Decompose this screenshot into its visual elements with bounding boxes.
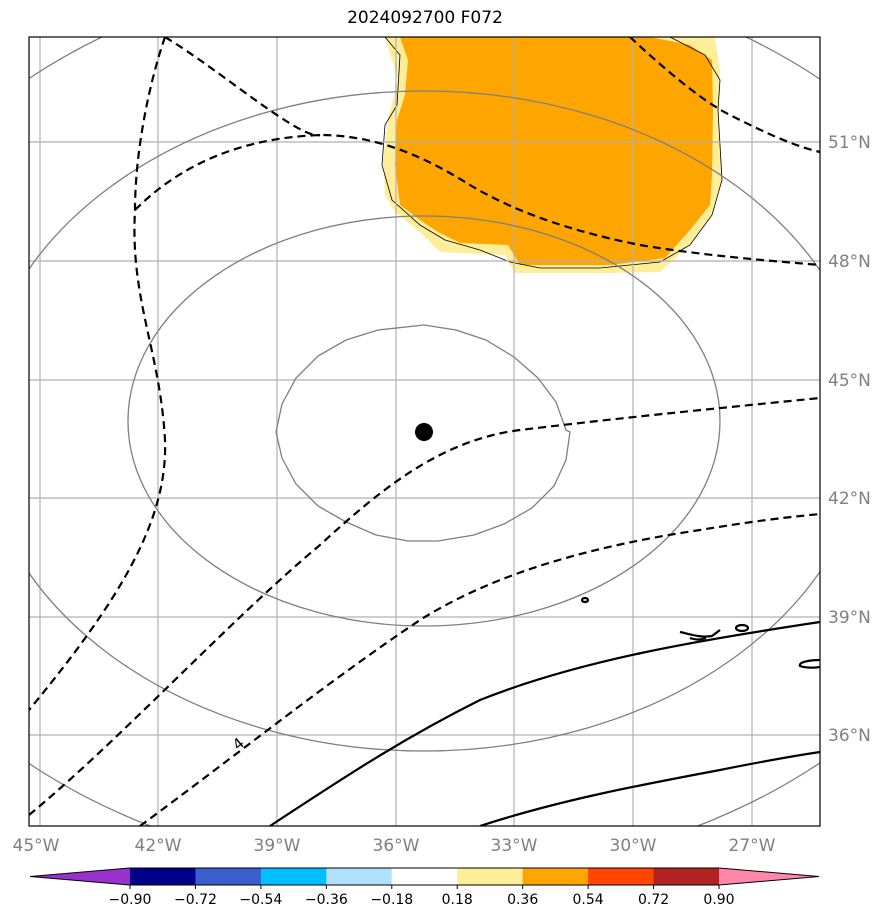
colorbar-tick-label: −0.54 bbox=[239, 892, 282, 908]
colorbar-tick-label: 0.90 bbox=[703, 892, 734, 908]
lat-label-48n: 48°N bbox=[828, 252, 871, 272]
lat-label-39n: 39°N bbox=[828, 608, 871, 628]
lon-label-42w: 42°W bbox=[135, 836, 182, 856]
colorbar-tick-label: 0.54 bbox=[573, 892, 604, 908]
solid-contours bbox=[269, 596, 820, 826]
colorbar-tick-label: −0.18 bbox=[370, 892, 413, 908]
colorbar-swatch bbox=[326, 868, 393, 885]
lon-label-33w: 33°W bbox=[491, 836, 538, 856]
lat-label-42n: 42°N bbox=[828, 489, 871, 509]
map-title: 2024092700 F072 bbox=[347, 8, 503, 28]
colorbar-swatch bbox=[130, 868, 196, 885]
colorbar-tick-label: 0.18 bbox=[442, 892, 473, 908]
colorbar-extend-low bbox=[30, 868, 130, 885]
lon-label-30w: 30°W bbox=[610, 836, 657, 856]
colorbar-swatch bbox=[588, 868, 655, 885]
lat-tick-labels: 51°N 48°N 45°N 42°N 39°N 36°N bbox=[828, 133, 871, 746]
lat-label-51n: 51°N bbox=[828, 133, 871, 153]
lon-label-39w: 39°W bbox=[254, 836, 301, 856]
storm-center-marker bbox=[415, 423, 433, 441]
contour-label: 4 bbox=[229, 734, 248, 754]
colorbar-tick-label: 0.36 bbox=[507, 892, 538, 908]
map-frame bbox=[28, 36, 821, 827]
dashed-contours bbox=[29, 37, 820, 826]
colorbar-tick-label: −0.72 bbox=[174, 892, 217, 908]
colorbar-extend-high bbox=[719, 868, 819, 885]
colorbar-tick-label: −0.36 bbox=[305, 892, 348, 908]
colorbar-swatch bbox=[653, 868, 720, 885]
lon-label-45w: 45°W bbox=[13, 836, 60, 856]
shading-orange-region bbox=[395, 37, 713, 265]
colorbar-tick-label: −0.90 bbox=[109, 892, 152, 908]
lat-label-36n: 36°N bbox=[828, 726, 871, 746]
shading-outline bbox=[381, 37, 723, 269]
lat-label-45n: 45°N bbox=[828, 371, 871, 391]
lon-label-36w: 36°W bbox=[373, 836, 420, 856]
colorbar-tick-label: 0.72 bbox=[638, 892, 669, 908]
colorbar-swatch bbox=[260, 868, 327, 885]
lon-label-27w: 27°W bbox=[729, 836, 776, 856]
colorbar-swatch bbox=[391, 868, 458, 885]
colorbar-swatch bbox=[457, 868, 524, 885]
colorbar-swatch bbox=[522, 868, 589, 885]
gridlines bbox=[29, 37, 820, 826]
lon-tick-labels: 45°W 42°W 39°W 36°W 33°W 30°W 27°W bbox=[13, 836, 776, 856]
distance-rings bbox=[29, 37, 820, 826]
colorbar-swatch bbox=[195, 868, 262, 885]
colorbar: −0.90 −0.72 −0.54 −0.36 −0.18 0.18 0.36 0.54 0.7… bbox=[29, 867, 820, 908]
